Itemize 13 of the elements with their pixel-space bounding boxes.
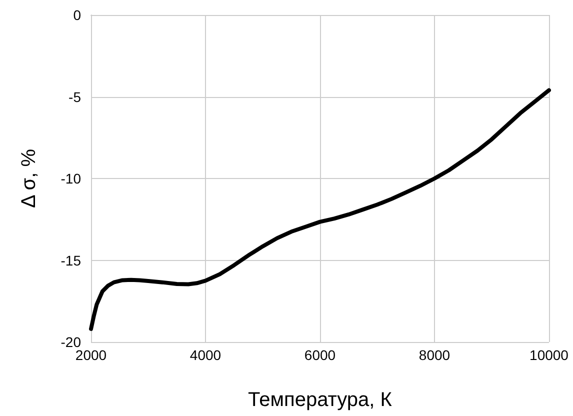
y-tick-label: -10: [60, 170, 82, 186]
x-axis-title: Температура, К: [248, 389, 392, 411]
y-axis-title: Δ σ, %: [18, 148, 40, 208]
x-tick-label: 4000: [190, 347, 222, 363]
x-tick-label: 8000: [418, 347, 450, 363]
x-tick-label: 6000: [304, 347, 336, 363]
y-tick-label: 0: [73, 7, 82, 23]
y-tick-label: -20: [60, 334, 82, 350]
y-tick-label: -15: [60, 252, 82, 268]
y-tick-label: -5: [68, 88, 82, 105]
x-tick-label: 2000: [75, 347, 107, 363]
line-series: [89, 88, 551, 331]
x-tick-label: 10000: [530, 347, 569, 363]
